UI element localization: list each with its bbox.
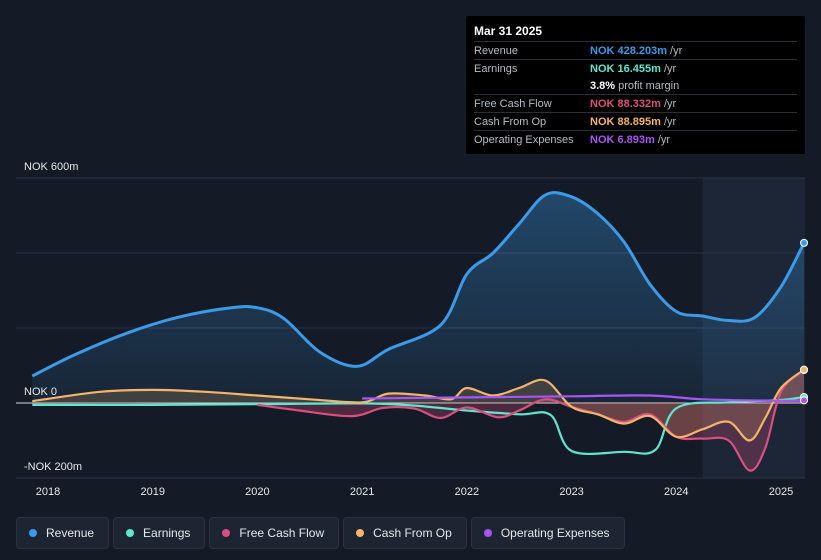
earnings-line — [32, 395, 805, 456]
cash-from-op-line — [32, 368, 805, 442]
tooltip-row-value: NOK 6.893m — [590, 133, 655, 146]
tooltip-row-unit: /yr — [663, 97, 677, 110]
x-tick-label: 2023 — [559, 486, 583, 498]
tooltip-row: Free Cash Flow NOK 88.332m/yr — [474, 94, 797, 112]
x-tick-label: 2024 — [664, 486, 688, 498]
tooltip-row-label: Earnings — [474, 62, 518, 75]
revenue-line — [31, 191, 806, 378]
tooltip-row-value: NOK 428.203m — [590, 44, 668, 57]
tooltip-row-unit: profit margin — [618, 79, 680, 92]
legend-label: Revenue — [46, 526, 95, 540]
tooltip-row-value: NOK 16.455m — [590, 62, 661, 75]
legend-item-free-cash-flow[interactable]: Free Cash Flow — [209, 517, 340, 549]
tooltip-row-label: Revenue — [474, 44, 519, 57]
free-cash-flow-area — [257, 370, 804, 471]
legend-item-operating-expenses[interactable]: Operating Expenses — [470, 517, 625, 549]
cash-from-op-area — [32, 369, 805, 441]
tooltip-row-unit: /yr — [670, 44, 683, 57]
tooltip-row-unit: /yr — [663, 115, 677, 128]
series-fills — [32, 192, 805, 471]
tooltip-row-label: Cash From Op — [474, 115, 547, 128]
tooltip-row-unit: /yr — [657, 133, 671, 146]
cash-from-op-end-point — [800, 365, 809, 374]
legend-dot-icon — [126, 529, 135, 537]
operating-expenses-end-point — [800, 396, 809, 405]
legend-label: Free Cash Flow — [239, 526, 325, 540]
legend-dot-icon — [356, 529, 365, 537]
revenue-area — [32, 192, 805, 403]
tooltip-row: Operating Expenses NOK 6.893m/yr — [474, 130, 797, 148]
legend-dot-icon — [483, 529, 492, 537]
legend-dot-icon — [222, 529, 231, 537]
y-axis-top-label: NOK 600m — [24, 161, 78, 173]
chart-area: NOK 600m NOK 0 -NOK 200m 2018 2019 2020 202… — [16, 161, 809, 498]
tooltip-row-value: NOK 88.332m — [590, 97, 661, 110]
x-tick-label: 2025 — [769, 486, 793, 498]
series-lines — [31, 191, 806, 472]
legend-item-cash-from-op[interactable]: Cash From Op — [343, 517, 467, 549]
x-axis: 2018 2019 2020 2021 2022 2023 2024 2025 — [36, 486, 793, 498]
revenue-end-point — [800, 238, 809, 247]
tooltip-row: 3.8% profit margin — [474, 77, 797, 94]
x-tick-label: 2019 — [140, 486, 164, 498]
tooltip-row: Cash From Op NOK 88.895m/yr — [474, 112, 797, 130]
legend-label: Earnings — [143, 526, 191, 540]
tooltip-row-value: 3.8% — [590, 79, 616, 92]
x-tick-label: 2018 — [36, 486, 60, 498]
x-tick-label: 2021 — [350, 486, 374, 498]
operating-expenses-line — [362, 394, 805, 402]
legend-label: Operating Expenses — [500, 526, 610, 540]
tooltip-row-value: NOK 88.895m — [590, 115, 661, 128]
legend: Revenue Earnings Free Cash Flow Cash From O… — [16, 517, 625, 549]
tooltip-row: Revenue NOK 428.203m/yr — [474, 41, 797, 59]
x-tick-label: 2020 — [245, 486, 269, 498]
legend-item-earnings[interactable]: Earnings — [113, 517, 206, 549]
series-end-dots — [800, 238, 809, 405]
tooltip-row-label: Operating Expenses — [474, 133, 574, 146]
legend-dot-icon — [29, 529, 37, 537]
legend-label: Cash From Op — [373, 526, 452, 540]
tooltip-row: Earnings NOK 16.455m/yr — [474, 59, 797, 77]
legend-item-revenue[interactable]: Revenue — [16, 517, 110, 549]
tooltip-row-label: Free Cash Flow — [474, 97, 552, 110]
tooltip-panel: Mar 31 2025 Revenue NOK 428.203m/yr Earnin… — [466, 16, 805, 154]
y-axis-zero-label: NOK 0 — [24, 386, 57, 398]
y-axis-bottom-label: -NOK 200m — [24, 461, 82, 473]
x-tick-label: 2022 — [455, 486, 479, 498]
tooltip-row-unit: /yr — [663, 62, 677, 75]
tooltip-date: Mar 31 2025 — [474, 24, 543, 38]
